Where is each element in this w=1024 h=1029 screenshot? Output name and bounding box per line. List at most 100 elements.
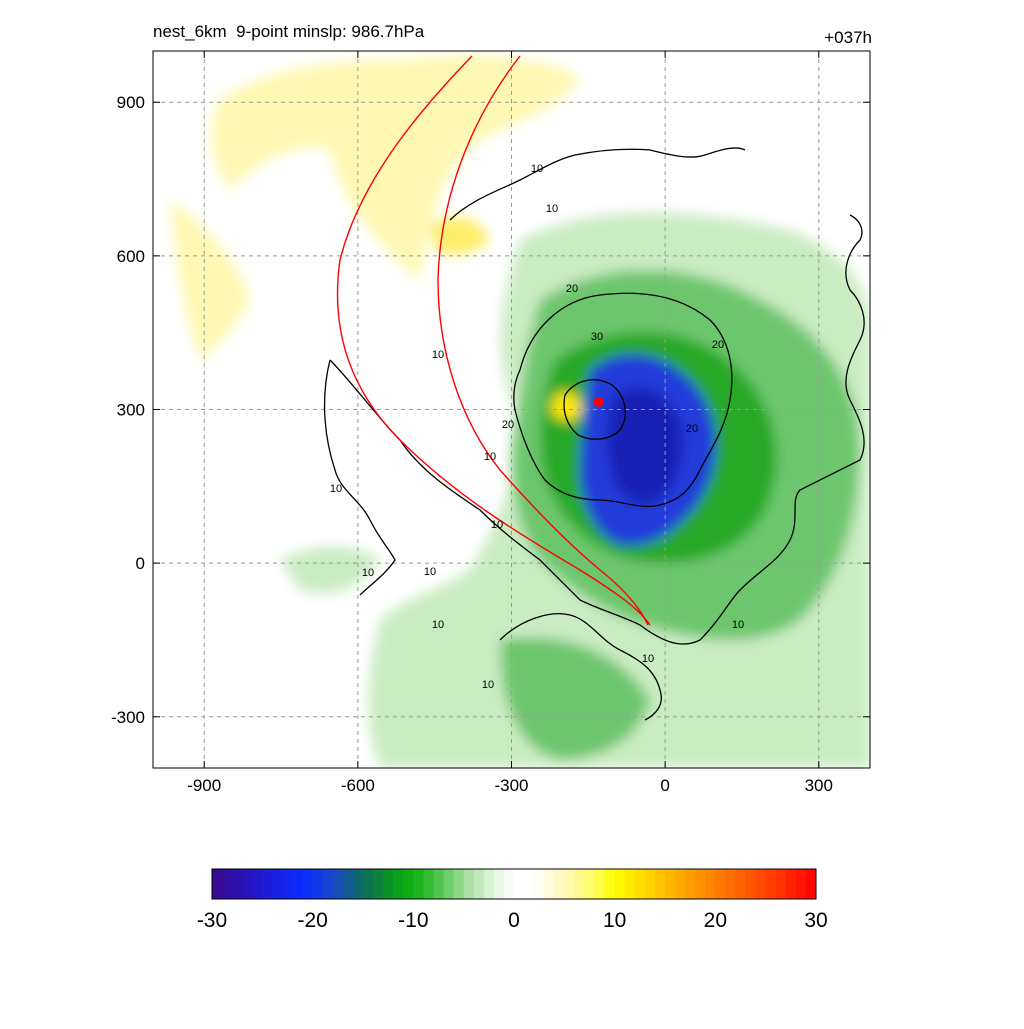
colorbar-bin	[534, 869, 545, 899]
colorbar-bin	[544, 869, 555, 899]
colorbar-bin	[644, 869, 656, 899]
colorbar-bin	[514, 869, 525, 899]
negative-field-region-core	[607, 387, 684, 504]
contour-labels: 10 10 10 10 10 10 10 10 10 10 10 10 20 20 20 20 30	[330, 163, 744, 691]
colorbar-bin	[212, 869, 223, 899]
contour-label: 30	[591, 331, 603, 343]
shaded-field	[170, 55, 870, 768]
colorbar-bin	[574, 869, 585, 899]
colorbar-bin	[463, 869, 475, 899]
colorbar-bin	[775, 869, 787, 899]
contour-label: 10	[546, 203, 558, 215]
positive-field-region	[550, 392, 581, 421]
colorbar-bin	[614, 869, 626, 899]
colorbar-bin	[745, 869, 757, 899]
contour-label: 20	[502, 419, 514, 431]
colorbar-bin	[262, 869, 273, 899]
colorbar-bin	[554, 869, 565, 899]
contour-label: 10	[491, 519, 503, 531]
colorbar-bin	[413, 869, 424, 899]
colorbar-bin	[222, 869, 233, 899]
colorbar-bin	[282, 869, 294, 899]
colorbar-bin	[785, 869, 797, 899]
colorbar-bin	[725, 869, 736, 899]
storm-center-marker	[593, 396, 604, 407]
colorbar-bin	[654, 869, 666, 899]
colorbar-bin	[665, 869, 676, 899]
colorbar-bin	[332, 869, 344, 899]
colorbar-bin	[373, 869, 384, 899]
colorbar-tick-label: -30	[197, 909, 227, 932]
colorbar-bin	[765, 869, 777, 899]
colorbar-bin	[755, 869, 767, 899]
colorbar-bin	[805, 869, 817, 899]
colorbar-bin	[322, 869, 334, 899]
colorbar-bin	[715, 869, 726, 899]
forecast-hour-label: +037h	[824, 28, 872, 47]
colorbar-tick-label: 20	[704, 909, 727, 932]
colorbar-bin	[232, 869, 243, 899]
colorbar-bin	[705, 869, 716, 899]
colorbar-tick-label: -10	[398, 909, 428, 932]
colorbar-bin	[594, 869, 606, 899]
x-tick-label: -600	[341, 776, 375, 795]
contour-30	[563, 379, 626, 440]
colorbar-tick-label: 30	[804, 909, 827, 932]
contour-label: 10	[482, 679, 494, 691]
colorbar-bin	[493, 869, 505, 899]
colorbar-bin	[453, 869, 465, 899]
storm-track-inner	[437, 55, 649, 626]
positive-field-region	[430, 216, 490, 256]
colorbar: -30 -20 -10 0 10 20 30	[197, 868, 828, 932]
colorbar-bin	[483, 869, 495, 899]
colorbar-bin	[584, 869, 596, 899]
contour-10-outer	[329, 214, 865, 645]
x-tick-label: 300	[805, 776, 833, 795]
contour-10-north	[449, 147, 746, 221]
colorbar-bin	[242, 869, 253, 899]
axis-ticks: -900 -600 -300 0 300 -300 0 300 600 900	[111, 51, 870, 795]
contour-label: 10	[484, 451, 496, 463]
colorbar-bin	[735, 869, 747, 899]
colorbar-bin	[393, 869, 404, 899]
colorbar-bin	[473, 869, 485, 899]
colorbar-bin	[403, 869, 414, 899]
colorbar-bin	[312, 869, 324, 899]
contour-lines	[323, 147, 865, 721]
colorbar-bin	[624, 869, 636, 899]
y-tick-label: 900	[117, 93, 145, 112]
contour-label: 10	[642, 653, 654, 665]
colorbar-bin	[352, 869, 364, 899]
colorbar-bin	[604, 869, 616, 899]
x-tick-label: 0	[660, 776, 669, 795]
colorbar-tick-label: 10	[603, 909, 626, 932]
colorbar-bin	[272, 869, 283, 899]
positive-field-region	[170, 200, 250, 360]
colorbar-bin	[252, 869, 263, 899]
colorbar-bin	[342, 869, 354, 899]
colorbar-bin	[433, 869, 445, 899]
colorbar-bin	[695, 869, 706, 899]
contour-label: 20	[566, 283, 578, 295]
colorbar-tick-label: 0	[508, 909, 520, 932]
colorbar-frame	[211, 868, 817, 900]
contour-10-south	[499, 613, 662, 721]
colorbar-bin	[363, 869, 374, 899]
colorbar-bin	[685, 869, 696, 899]
y-tick-label: 600	[117, 247, 145, 266]
colorbar-tick-label: -20	[297, 909, 327, 932]
colorbar-bin	[423, 869, 434, 899]
colorbar-bin	[292, 869, 304, 899]
contour-label: 10	[330, 483, 342, 495]
x-tick-label: -900	[187, 776, 221, 795]
storm-track-lines	[336, 55, 651, 626]
storm-track-outer	[336, 55, 651, 626]
chart-title: nest_6km 9-point minslp: 986.7hPa	[153, 22, 425, 41]
contour-label: 10	[531, 163, 543, 175]
contour-label: 10	[732, 619, 744, 631]
negative-field-region-moderate	[500, 637, 650, 760]
colorbar-bin	[634, 869, 646, 899]
y-tick-label: 0	[136, 554, 145, 573]
